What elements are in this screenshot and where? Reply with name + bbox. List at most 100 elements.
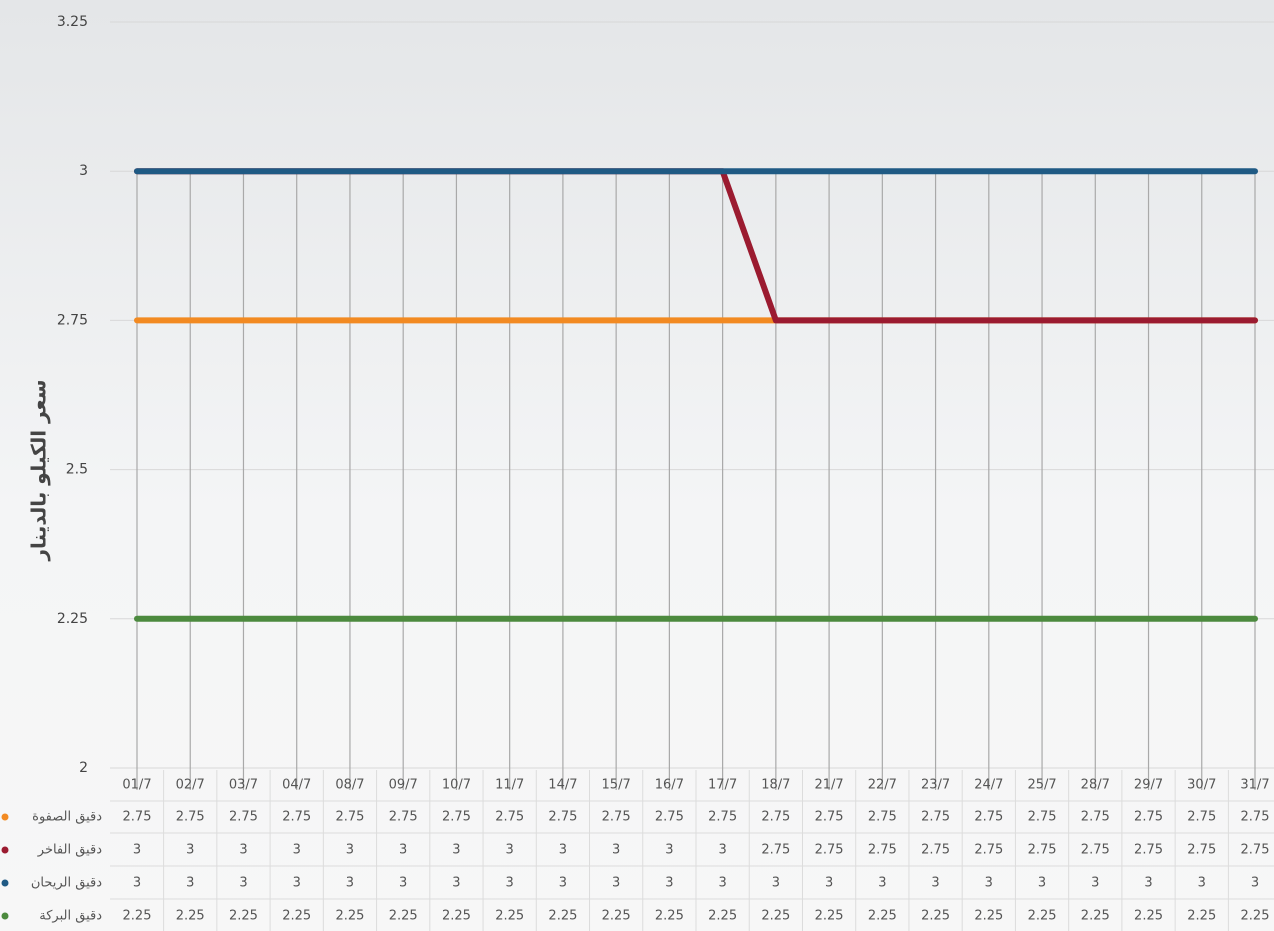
- table-value: 2.75: [1081, 843, 1110, 858]
- table-value: 3: [612, 876, 620, 891]
- table-value: 2.75: [1187, 843, 1216, 858]
- table-value: 2.75: [815, 810, 844, 825]
- y-tick-label: 2: [79, 760, 88, 776]
- table-value: 3: [452, 876, 460, 891]
- table-value: 3: [186, 876, 194, 891]
- table-value: 3: [399, 876, 407, 891]
- table-value: 2.25: [1134, 909, 1163, 924]
- table-value: 2.25: [176, 909, 205, 924]
- table-value: 2.25: [815, 909, 844, 924]
- table-value: 3: [1144, 876, 1152, 891]
- x-tick-label: 15/7: [602, 778, 631, 793]
- table-value: 2.75: [921, 810, 950, 825]
- table-value: 2.25: [548, 909, 577, 924]
- table-value: 2.75: [921, 843, 950, 858]
- table-value: 2.25: [1028, 909, 1057, 924]
- table-value: 3: [346, 876, 354, 891]
- table-value: 2.75: [123, 810, 152, 825]
- table-value: 2.75: [974, 810, 1003, 825]
- table-value: 2.25: [1187, 909, 1216, 924]
- table-value: 2.75: [1241, 843, 1270, 858]
- table-value: 2.25: [282, 909, 311, 924]
- table-value: 2.25: [974, 909, 1003, 924]
- table-value: 2.75: [868, 810, 897, 825]
- y-tick-label: 2.25: [57, 611, 88, 627]
- x-tick-label: 14/7: [548, 778, 577, 793]
- legend-dot: [1, 846, 9, 854]
- table-value: 3: [718, 843, 726, 858]
- x-tick-label: 11/7: [495, 778, 524, 793]
- x-tick-label: 08/7: [335, 778, 364, 793]
- table-value: 2.75: [495, 810, 524, 825]
- table-value: 3: [1198, 876, 1206, 891]
- table-value: 3: [399, 843, 407, 858]
- x-tick-label: 03/7: [229, 778, 258, 793]
- table-value: 2.75: [442, 810, 471, 825]
- table-value: 2.75: [229, 810, 258, 825]
- table-value: 2.25: [442, 909, 471, 924]
- table-value: 2.75: [1241, 810, 1270, 825]
- x-tick-label: 28/7: [1081, 778, 1110, 793]
- table-value: 2.75: [1134, 810, 1163, 825]
- table-value: 3: [239, 843, 247, 858]
- table-value: 2.75: [1028, 810, 1057, 825]
- table-value: 3: [559, 876, 567, 891]
- table-value: 2.25: [708, 909, 737, 924]
- table-value: 3: [878, 876, 886, 891]
- table-value: 2.75: [176, 810, 205, 825]
- table-value: 3: [452, 843, 460, 858]
- table-value: 3: [559, 843, 567, 858]
- table-value: 3: [239, 876, 247, 891]
- table-value: 2.75: [1028, 843, 1057, 858]
- table-value: 3: [1091, 876, 1099, 891]
- table-value: 2.75: [868, 843, 897, 858]
- table-value: 3: [186, 843, 194, 858]
- table-value: 3: [665, 876, 673, 891]
- table-value: 2.75: [815, 843, 844, 858]
- table-value: 3: [772, 876, 780, 891]
- table-value: 3: [931, 876, 939, 891]
- legend-dot: [1, 813, 9, 821]
- legend-label: دقيق الريحان: [31, 876, 102, 891]
- y-tick-label: 2.5: [66, 462, 88, 478]
- table-value: 2.75: [1081, 810, 1110, 825]
- table-value: 2.25: [761, 909, 790, 924]
- table-value: 3: [1038, 876, 1046, 891]
- table-value: 2.75: [282, 810, 311, 825]
- x-tick-label: 21/7: [814, 778, 843, 793]
- y-tick-label: 3.25: [57, 14, 88, 30]
- x-tick-label: 10/7: [442, 778, 471, 793]
- table-value: 2.75: [548, 810, 577, 825]
- table-value: 2.25: [229, 909, 258, 924]
- legend-label: دقيق البركة: [39, 909, 102, 924]
- legend-label: دقيق الصفوة: [32, 810, 102, 825]
- legend-dot: [1, 912, 9, 920]
- table-value: 2.75: [708, 810, 737, 825]
- table-value: 3: [293, 876, 301, 891]
- table-value: 3: [506, 843, 514, 858]
- table-value: 2.25: [602, 909, 631, 924]
- table-value: 3: [825, 876, 833, 891]
- table-value: 2.75: [761, 843, 790, 858]
- x-tick-label: 04/7: [282, 778, 311, 793]
- x-tick-label: 17/7: [708, 778, 737, 793]
- table-value: 3: [133, 876, 141, 891]
- table-value: 3: [506, 876, 514, 891]
- table-value: 2.75: [602, 810, 631, 825]
- table-value: 2.75: [1134, 843, 1163, 858]
- table-value: 3: [293, 843, 301, 858]
- x-tick-label: 09/7: [389, 778, 418, 793]
- table-value: 2.25: [655, 909, 684, 924]
- table-value: 3: [665, 843, 673, 858]
- table-value: 2.75: [655, 810, 684, 825]
- table-value: 3: [718, 876, 726, 891]
- y-axis-label: سعر الكيلو بالدينار: [27, 380, 51, 562]
- table-value: 2.25: [868, 909, 897, 924]
- legend-label: دقيق الفاخر: [37, 843, 102, 858]
- table-value: 2.25: [921, 909, 950, 924]
- table-value: 2.75: [335, 810, 364, 825]
- y-tick-label: 2.75: [57, 312, 88, 328]
- series-line: [134, 168, 1258, 324]
- x-tick-label: 01/7: [122, 778, 151, 793]
